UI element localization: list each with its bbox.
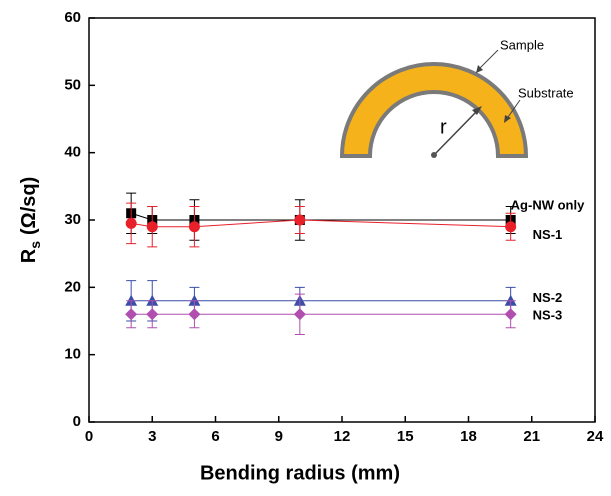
series-line [131,219,511,228]
x-tick-label: 0 [85,428,93,445]
y-axis-label: Rs (Ω/sq) [18,177,42,264]
radius-label: r [440,116,447,138]
y-tick-label: 50 [64,76,81,93]
sample-arch [339,62,529,158]
x-axis-label: Bending radius (mm) [200,462,400,484]
x-tick-label: 6 [211,428,219,445]
y-tick-label: 20 [64,278,81,295]
x-tick-label: 12 [334,428,351,445]
marker [188,221,200,233]
marker [293,308,306,321]
y-label-unit: (Ω/sq) [18,177,40,235]
center-dot [431,152,437,158]
inset-diagram: Sample Substrate r [339,37,574,158]
series-line [131,212,511,221]
y-tick-label: 0 [73,413,81,430]
y-tick-label: 40 [64,144,81,161]
x-tick-label: 3 [148,428,156,445]
x-tick-label: 15 [397,428,414,445]
sample-pointer [477,49,499,71]
legend-label: NS-1 [533,227,563,242]
y-label-sub: s [27,241,43,249]
x-tick-label: 9 [275,428,283,445]
marker [505,221,517,233]
x-tick-label: 21 [523,428,540,445]
legend-label: NS-2 [533,290,563,305]
y-label-main: R [18,248,40,263]
marker [294,214,306,226]
radius-arrow [433,109,479,156]
y-tick-label: 60 [64,9,81,26]
legend-label: Ag-NW only [511,197,585,212]
substrate-pointer [505,99,521,121]
y-tick-label: 30 [64,211,81,228]
arrow-head [472,106,482,115]
sample-label: Sample [500,37,544,52]
y-tick-label: 10 [64,346,81,363]
legend-label: NS-3 [533,308,563,323]
x-tick-label: 24 [587,428,604,445]
marker [146,221,158,233]
substrate-label: Substrate [518,85,574,100]
marker [504,308,517,321]
marker [125,217,137,229]
marker [125,308,138,321]
marker [146,308,159,321]
arrow-head [504,115,511,123]
arrow-head [476,65,483,73]
marker [188,308,201,321]
x-tick-label: 18 [460,428,477,445]
